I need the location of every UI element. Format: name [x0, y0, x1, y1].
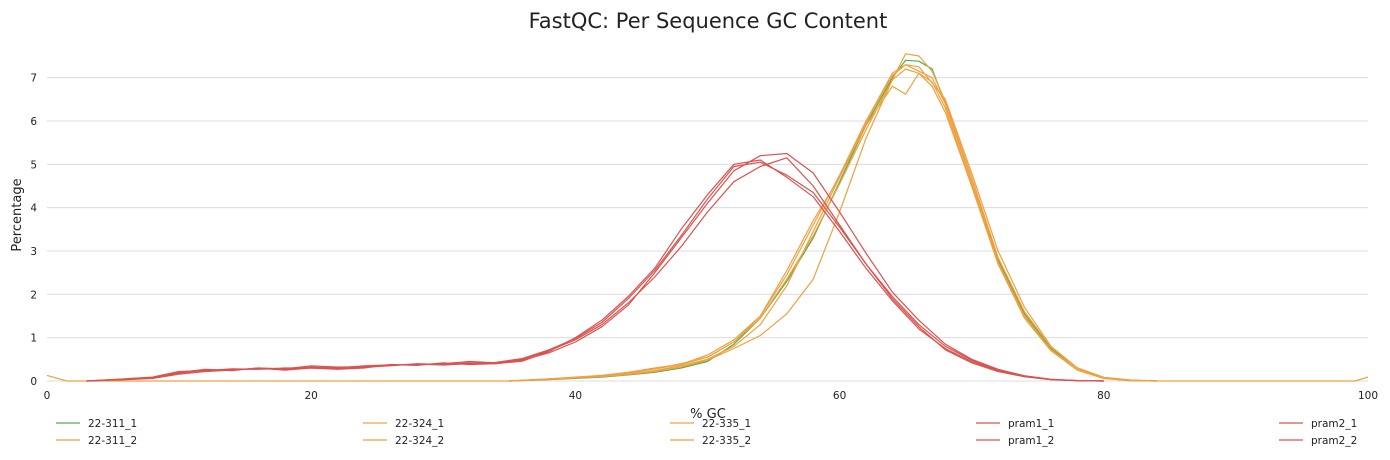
legend-label: 22-311_2: [88, 435, 137, 447]
x-tick-label: 80: [1097, 390, 1110, 402]
legend-item[interactable]: pram2_1: [1279, 418, 1357, 430]
legend-label: 22-335_2: [702, 435, 751, 447]
series-lines: [46, 53, 1369, 382]
x-tick-label: 0: [44, 390, 51, 402]
y-tick-label: 0: [30, 376, 37, 388]
y-tick-label: 4: [30, 203, 37, 215]
y-tick-label: 5: [30, 159, 37, 171]
series-line-22-311_2: [46, 64, 1369, 382]
legend-label: 22-335_1: [702, 418, 751, 430]
series-line-22-324_1: [509, 72, 1157, 382]
x-axis-label: % GC: [690, 407, 726, 422]
legend-label: 22-311_1: [88, 418, 137, 430]
x-tick-label: 40: [569, 390, 582, 402]
legend-item[interactable]: pram2_2: [1279, 435, 1357, 447]
series-line-22-324_2: [509, 53, 1157, 382]
legend-label: pram2_1: [1311, 418, 1357, 430]
x-tick-label: 20: [305, 390, 318, 402]
legend: 22-311_1 22-311_2 22-324_1 22-324_2 22-335_1…: [56, 418, 1357, 447]
legend-label: 22-324_2: [395, 435, 444, 447]
x-tick-label: 100: [1358, 390, 1378, 402]
gridlines: [47, 77, 1368, 382]
legend-item[interactable]: 22-335_1: [670, 418, 751, 430]
y-tick-label: 1: [30, 333, 37, 345]
legend-item[interactable]: 22-311_2: [56, 435, 137, 447]
legend-label: pram1_1: [1008, 418, 1054, 430]
x-tick-label: 60: [833, 390, 846, 402]
legend-label: 22-324_1: [395, 418, 444, 430]
legend-label: pram2_2: [1311, 435, 1357, 447]
y-tick-label: 7: [30, 73, 37, 85]
legend-item[interactable]: 22-311_1: [56, 418, 137, 430]
legend-item[interactable]: pram1_1: [976, 418, 1054, 430]
series-line-22-335_2: [509, 68, 1157, 382]
series-line-pram1_2: [86, 152, 1104, 382]
y-tick-label: 3: [30, 246, 37, 258]
y-tick-label: 2: [30, 289, 37, 301]
y-tick-labels: 0 1 2 3 4 5 6 7: [30, 73, 37, 388]
chart-title: FastQC: Per Sequence GC Content: [529, 9, 888, 33]
legend-label: pram1_2: [1008, 435, 1054, 447]
y-tick-label: 6: [30, 116, 37, 128]
series-line-22-311_1: [509, 59, 1157, 382]
series-line-pram2_2: [86, 161, 1104, 382]
y-axis-label: Percentage: [10, 178, 25, 251]
legend-item[interactable]: 22-335_2: [670, 435, 751, 447]
legend-item[interactable]: 22-324_2: [363, 435, 444, 447]
legend-item[interactable]: 22-324_1: [363, 418, 444, 430]
x-tick-labels: 0 20 40 60 80 100: [44, 390, 1378, 402]
legend-item[interactable]: pram1_2: [976, 435, 1054, 447]
